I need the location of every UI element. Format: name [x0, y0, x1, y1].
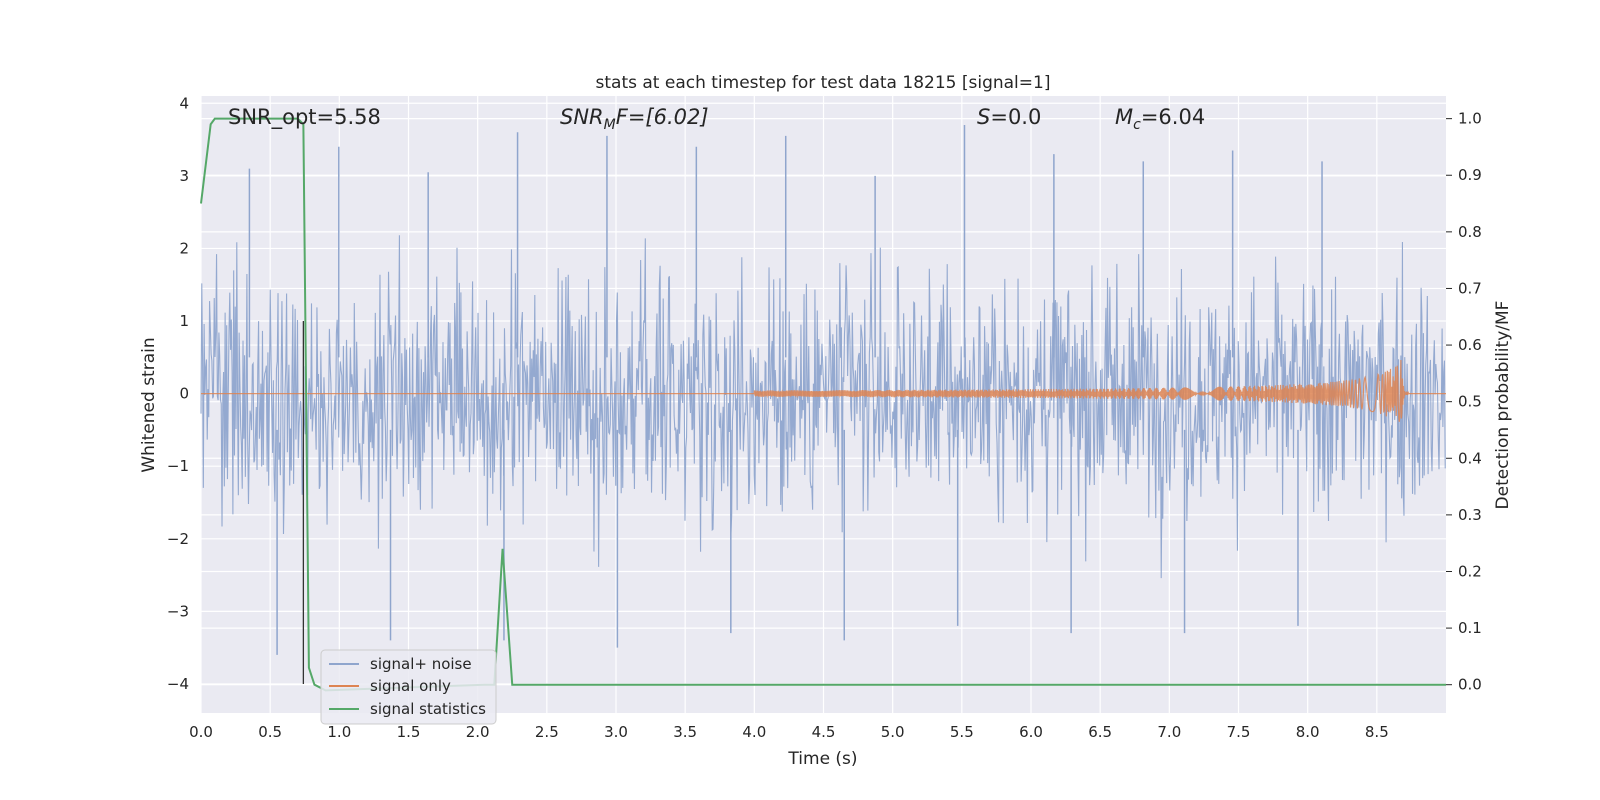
left-y-tick-label: −3 [167, 602, 189, 620]
left-y-tick-label: 4 [179, 94, 189, 112]
left-y-tick-label: −2 [167, 530, 189, 548]
legend-box [320, 649, 497, 725]
annotation-snr-mf-base: SNR [560, 105, 604, 129]
annotation-s-symbol: S [977, 105, 990, 129]
legend: signal+ noise signal only signal statist… [320, 649, 497, 725]
series-signal-only [201, 359, 1446, 422]
right-y-tick-label: 0.3 [1458, 506, 1482, 524]
chart-title: stats at each timestep for test data 182… [596, 73, 1051, 93]
x-tick-label: 8.5 [1365, 723, 1389, 741]
right-y-tick-label: 0.4 [1458, 449, 1482, 467]
right-y-tick-label: 1.0 [1458, 110, 1482, 128]
x-tick-label: 4.5 [812, 723, 836, 741]
right-y-tick-labels: 1.0 0.9 0.8 0.7 0.6 0.5 0.4 0.3 0.2 0.1 0.0 [1458, 110, 1482, 694]
signal-only-trace [201, 359, 1446, 422]
x-tick-label: 0.5 [258, 723, 282, 741]
x-tick-label: 5.5 [950, 723, 974, 741]
right-y-tick-label: 0.1 [1458, 619, 1482, 637]
left-y-tick-label: 1 [179, 312, 189, 330]
annotation-snr-mf-sub: M [604, 117, 616, 133]
left-y-tick-label: −1 [167, 457, 189, 475]
x-tick-label: 7.5 [1227, 723, 1251, 741]
x-tick-label: 3.0 [604, 723, 628, 741]
signal-statistics-line [200, 117, 1446, 692]
annotation-mc: Mc=6.04 [1115, 105, 1205, 133]
right-y-axis-label: Detection probability/MF [1493, 301, 1513, 510]
x-tick-label: 4.0 [742, 723, 766, 741]
x-tick-labels: 0.0 0.5 1.0 1.5 2.0 2.5 3.0 3.5 4.0 4.5 5.0 5.5 6.0 6… [189, 723, 1389, 741]
x-tick-label: 8.0 [1296, 723, 1320, 741]
right-y-tick-label: 0.2 [1458, 562, 1482, 580]
x-axis-label: Time (s) [787, 749, 857, 769]
x-tick-label: 1.0 [327, 723, 351, 741]
x-tick-label: 3.5 [673, 723, 697, 741]
annotation-snr-mf: SNRMF=[6.02] [560, 105, 709, 133]
right-y-tick-label: 0.5 [1458, 393, 1482, 411]
left-y-tick-label: 0 [179, 385, 189, 403]
left-y-tick-label: 3 [179, 167, 189, 185]
noise-trace [200, 235, 1446, 579]
left-y-tick-labels: 4 3 2 1 0 −1 −2 −3 −4 [167, 94, 189, 693]
legend-label-stat: signal statistics [370, 700, 486, 718]
left-y-tick-label: −4 [167, 675, 189, 693]
x-tick-label: 2.0 [466, 723, 490, 741]
x-tick-label: 6.0 [1019, 723, 1043, 741]
left-y-axis-label: Whitened strain [139, 337, 159, 472]
series-signal-plus-noise [200, 125, 1446, 655]
annotation-s-value: =0.0 [990, 105, 1041, 129]
x-tick-label: 1.5 [397, 723, 421, 741]
right-y-tick-label: 0.9 [1458, 166, 1482, 184]
x-tick-label: 7.0 [1157, 723, 1181, 741]
x-tick-label: 0.0 [189, 723, 213, 741]
x-tick-label: 5.0 [881, 723, 905, 741]
legend-label-noise: signal+ noise [370, 655, 472, 673]
right-y-tick-label: 0.6 [1458, 336, 1482, 354]
left-y-tick-label: 2 [179, 239, 189, 257]
annotation-mc-base: M [1115, 105, 1133, 129]
right-y-tick-label: 0.7 [1458, 279, 1482, 297]
series-signal-statistics [200, 117, 1446, 692]
annotation-mc-sub: c [1133, 117, 1141, 133]
x-tick-label: 2.5 [535, 723, 559, 741]
legend-label-signal: signal only [370, 677, 451, 695]
annotation-mc-value: =6.04 [1141, 105, 1205, 129]
annotation-snr-mf-rest: F=[6.02] [616, 105, 709, 129]
right-y-tick-label: 0.0 [1458, 676, 1482, 694]
right-y-tick-label: 0.8 [1458, 223, 1482, 241]
annotation-snr-opt: SNR_opt=5.58 [228, 105, 381, 130]
annotation-s: S=0.0 [977, 105, 1041, 129]
x-tick-label: 6.5 [1088, 723, 1112, 741]
